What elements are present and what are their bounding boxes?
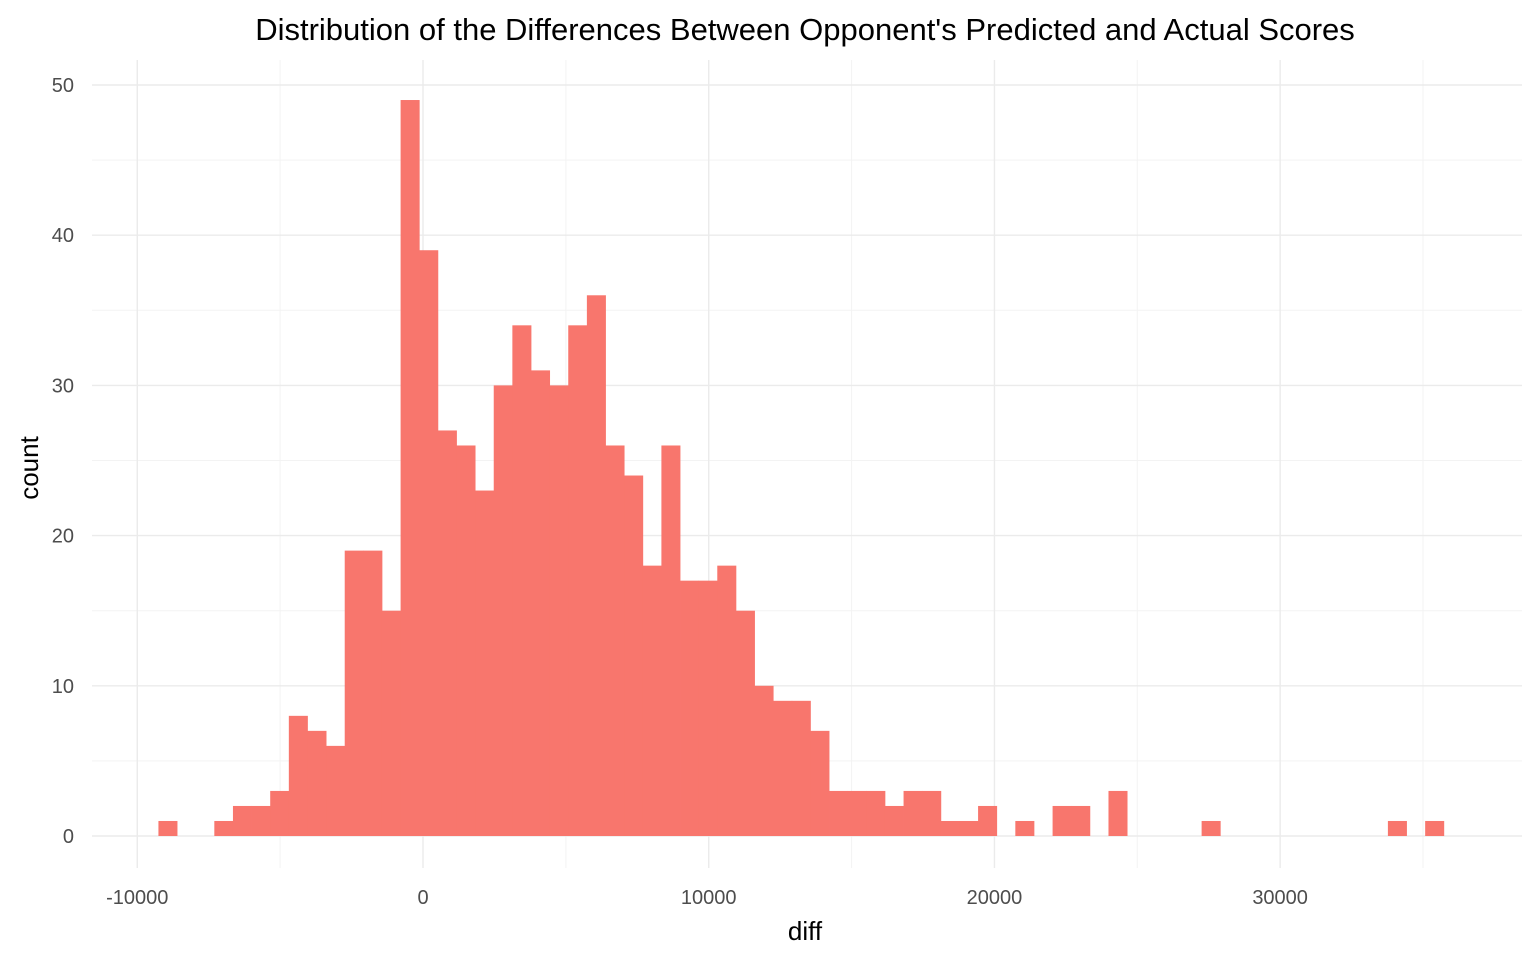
histogram-bar [829,790,849,836]
histogram-bar [791,700,811,836]
y-tick-label: 20 [52,526,74,548]
histogram-bar [866,790,886,836]
histogram-bar [531,370,551,836]
y-tick-label: 30 [52,375,74,397]
histogram-bar [381,610,401,836]
histogram-bar [270,790,290,836]
x-tick-label: 30000 [1252,887,1308,909]
histogram-bar [568,325,588,836]
histogram-bar [978,805,998,836]
histogram-bar [698,580,718,836]
histogram-bar [326,745,346,836]
histogram-bar [214,820,234,836]
histogram-bar [884,805,904,836]
histogram-bar [419,250,439,837]
histogram-bar [158,820,178,836]
x-tick-label: -10000 [106,887,168,909]
histogram-bar [400,100,420,836]
histogram-bar [363,550,383,836]
histogram-bar [307,730,327,836]
histogram-bar [1425,820,1445,836]
histogram-bar [288,715,308,836]
chart-title: Distribution of the Differences Between … [255,12,1355,47]
histogram-bar [475,490,495,836]
histogram-bar [810,730,830,836]
histogram-bar [605,445,625,836]
histogram-bar [624,475,644,836]
y-tick-label: 40 [52,225,74,247]
histogram-bar [680,580,700,836]
histogram-bar [735,610,755,836]
histogram-bar [251,805,271,836]
histogram-bar [586,295,606,836]
histogram-bar [922,790,942,836]
y-axis-ticks: 0 10 20 30 40 50 [52,75,74,848]
y-tick-label: 10 [52,676,74,698]
histogram-bar [437,430,457,836]
histogram-bar [661,445,681,836]
y-tick-label: 50 [52,75,74,97]
histogram-bar [456,445,476,836]
x-tick-label: 10000 [681,887,737,909]
histogram-bar [1108,790,1128,836]
histogram-bar [512,325,532,836]
y-axis-label: count [14,435,44,499]
histogram-bar [959,820,979,836]
histogram-bar [1387,820,1407,836]
histogram-bar [754,685,774,836]
histogram-bar [1052,805,1072,836]
x-axis-ticks: -10000 0 10000 20000 30000 [106,887,1308,909]
histogram-bars [158,100,1445,837]
histogram-bar [1015,820,1035,836]
histogram-bar [1071,805,1091,836]
histogram-bar [940,820,960,836]
histogram-bar [717,565,737,836]
y-tick-label: 0 [63,826,74,848]
histogram-bar [642,565,662,836]
x-axis-label: diff [788,916,823,946]
histogram-bar [493,385,513,836]
histogram-bar [232,805,252,836]
histogram-bar [549,385,569,836]
histogram-bar [903,790,923,836]
x-tick-label: 20000 [967,887,1023,909]
x-tick-label: 0 [417,887,428,909]
histogram-bar [773,700,793,836]
histogram-bar [847,790,867,836]
histogram-bar [1201,820,1221,836]
histogram-bar [344,550,364,836]
